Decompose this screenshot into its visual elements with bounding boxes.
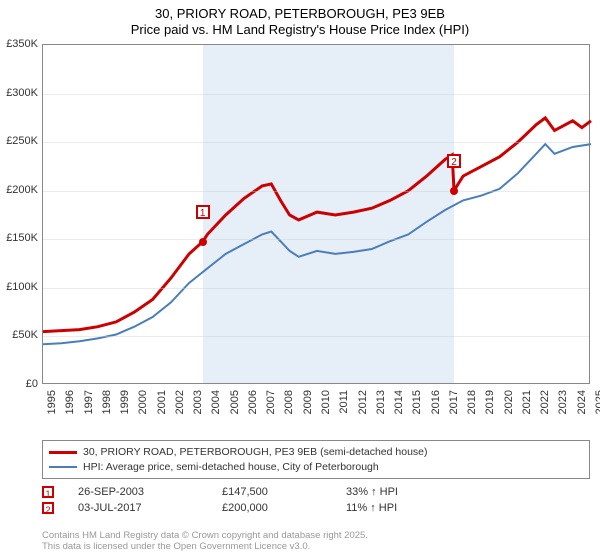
x-tick-label: 2001 bbox=[156, 390, 168, 414]
x-tick-label: 2019 bbox=[484, 390, 496, 414]
y-tick-label: £250K bbox=[6, 135, 38, 147]
event-dot bbox=[199, 238, 207, 246]
y-gridline bbox=[43, 239, 589, 240]
x-tick-label: 2021 bbox=[521, 390, 533, 414]
x-tick-label: 2013 bbox=[375, 390, 387, 414]
x-tick-label: 2007 bbox=[265, 390, 277, 414]
event-hpi: 11% ↑ HPI bbox=[346, 502, 466, 514]
footer-text: Contains HM Land Registry data © Crown c… bbox=[42, 530, 590, 553]
footer-line-1: Contains HM Land Registry data © Crown c… bbox=[42, 530, 590, 541]
y-tick-label: £350K bbox=[6, 38, 38, 50]
legend-label-price-paid: 30, PRIORY ROAD, PETERBOROUGH, PE3 9EB (… bbox=[83, 445, 428, 460]
y-tick-label: £0 bbox=[26, 378, 38, 390]
x-tick-label: 1995 bbox=[46, 390, 58, 414]
x-tick-label: 2017 bbox=[448, 390, 460, 414]
legend-row-hpi: HPI: Average price, semi-detached house,… bbox=[49, 460, 583, 475]
y-gridline bbox=[43, 94, 589, 95]
x-tick-label: 2018 bbox=[466, 390, 478, 414]
event-price: £147,500 bbox=[222, 486, 322, 498]
x-tick-label: 2004 bbox=[210, 390, 222, 414]
event-price: £200,000 bbox=[222, 502, 322, 514]
y-tick-label: £100K bbox=[6, 281, 38, 293]
event-marker-icon: 1 bbox=[42, 486, 54, 498]
legend-swatch-hpi bbox=[49, 466, 77, 468]
event-row: 1 26-SEP-2003 £147,500 33% ↑ HPI bbox=[42, 486, 590, 498]
event-marker-box: 2 bbox=[447, 154, 461, 168]
y-tick-label: £50K bbox=[12, 329, 38, 341]
x-tick-label: 2022 bbox=[539, 390, 551, 414]
event-marker-box: 1 bbox=[196, 205, 210, 219]
legend-box: 30, PRIORY ROAD, PETERBOROUGH, PE3 9EB (… bbox=[42, 440, 590, 479]
event-date: 26-SEP-2003 bbox=[78, 486, 198, 498]
x-tick-label: 2023 bbox=[557, 390, 569, 414]
x-tick-label: 1996 bbox=[64, 390, 76, 414]
event-hpi: 33% ↑ HPI bbox=[346, 486, 466, 498]
chart-plot-area: 12 bbox=[42, 44, 590, 384]
x-tick-label: 2020 bbox=[503, 390, 515, 414]
x-tick-label: 2003 bbox=[192, 390, 204, 414]
x-tick-label: 2002 bbox=[174, 390, 186, 414]
y-gridline bbox=[43, 142, 589, 143]
y-tick-label: £300K bbox=[6, 87, 38, 99]
title-line-1: 30, PRIORY ROAD, PETERBOROUGH, PE3 9EB bbox=[0, 6, 600, 22]
x-tick-label: 2015 bbox=[411, 390, 423, 414]
title-line-2: Price paid vs. HM Land Registry's House … bbox=[0, 22, 600, 38]
x-tick-label: 2010 bbox=[320, 390, 332, 414]
x-tick-label: 2025 bbox=[594, 390, 600, 414]
event-marker-icon: 2 bbox=[42, 502, 54, 514]
legend-label-hpi: HPI: Average price, semi-detached house,… bbox=[83, 460, 379, 475]
event-row: 2 03-JUL-2017 £200,000 11% ↑ HPI bbox=[42, 502, 590, 514]
x-tick-label: 2014 bbox=[393, 390, 405, 414]
x-tick-label: 2016 bbox=[430, 390, 442, 414]
events-table: 1 26-SEP-2003 £147,500 33% ↑ HPI 2 03-JUL-201… bbox=[42, 486, 590, 518]
x-tick-label: 2005 bbox=[229, 390, 241, 414]
x-tick-label: 1999 bbox=[119, 390, 131, 414]
y-gridline bbox=[43, 191, 589, 192]
x-tick-label: 2008 bbox=[283, 390, 295, 414]
series-hpi-line bbox=[43, 144, 591, 344]
x-tick-label: 2000 bbox=[137, 390, 149, 414]
x-tick-label: 2012 bbox=[357, 390, 369, 414]
legend-row-price-paid: 30, PRIORY ROAD, PETERBOROUGH, PE3 9EB (… bbox=[49, 445, 583, 460]
event-date: 03-JUL-2017 bbox=[78, 502, 198, 514]
legend-swatch-price-paid bbox=[49, 451, 77, 454]
event-dot bbox=[450, 187, 458, 195]
y-tick-label: £200K bbox=[6, 184, 38, 196]
x-tick-label: 1998 bbox=[101, 390, 113, 414]
series-price-paid-line bbox=[43, 118, 591, 332]
y-gridline bbox=[43, 288, 589, 289]
x-tick-label: 2006 bbox=[247, 390, 259, 414]
chart-container: 30, PRIORY ROAD, PETERBOROUGH, PE3 9EB P… bbox=[0, 0, 600, 560]
title-block: 30, PRIORY ROAD, PETERBOROUGH, PE3 9EB P… bbox=[0, 0, 600, 39]
x-tick-label: 2024 bbox=[576, 390, 588, 414]
y-gridline bbox=[43, 336, 589, 337]
y-tick-label: £150K bbox=[6, 232, 38, 244]
footer-line-2: This data is licensed under the Open Gov… bbox=[42, 541, 590, 552]
x-tick-label: 1997 bbox=[83, 390, 95, 414]
x-tick-label: 2009 bbox=[302, 390, 314, 414]
x-tick-label: 2011 bbox=[338, 390, 350, 414]
plot-svg bbox=[43, 45, 589, 383]
